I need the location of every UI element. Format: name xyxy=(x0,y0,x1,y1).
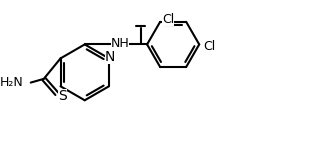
Text: S: S xyxy=(58,89,67,103)
Text: H₂N: H₂N xyxy=(0,76,23,89)
Text: Cl: Cl xyxy=(203,40,215,53)
Text: N: N xyxy=(105,50,115,63)
Text: Cl: Cl xyxy=(162,13,174,26)
Text: NH: NH xyxy=(111,37,130,50)
